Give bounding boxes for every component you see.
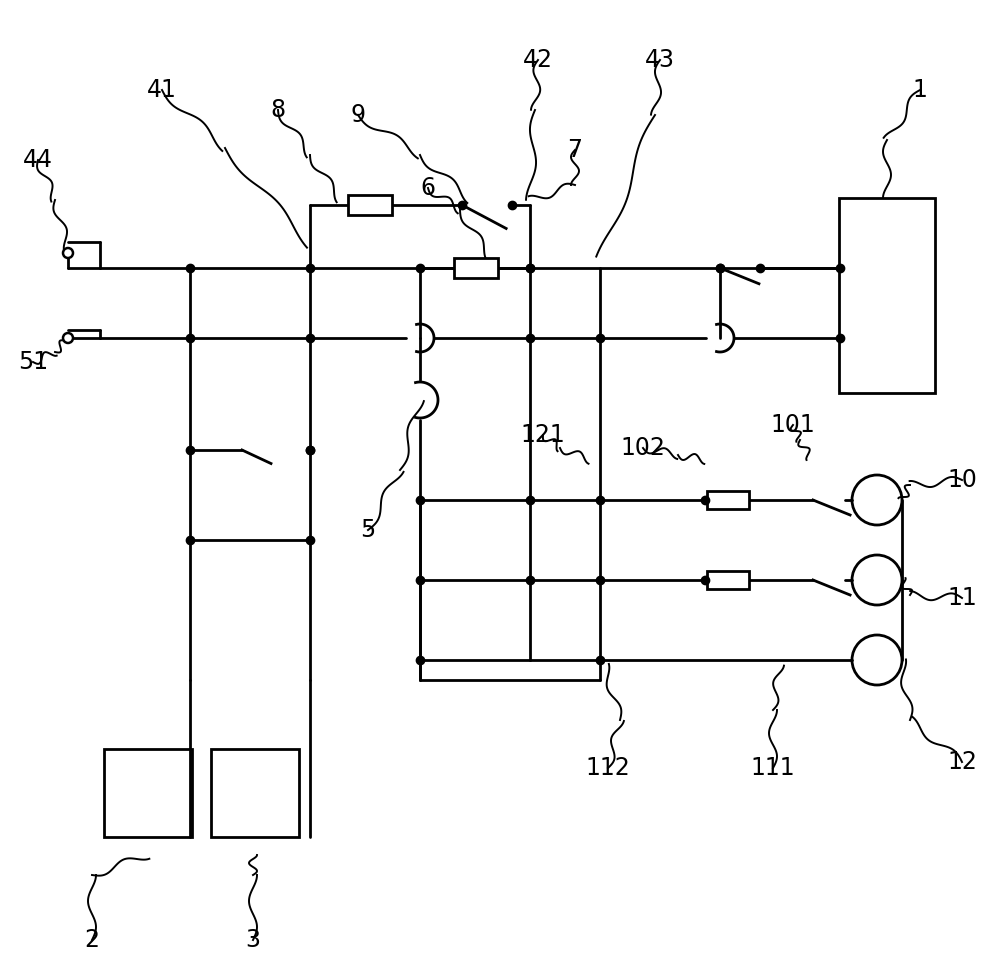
Text: 112: 112 bbox=[586, 756, 630, 780]
Text: 102: 102 bbox=[621, 436, 665, 460]
Text: 42: 42 bbox=[523, 48, 553, 72]
Text: 11: 11 bbox=[947, 586, 977, 610]
Bar bbox=[707, 571, 749, 589]
Bar bbox=[839, 197, 935, 392]
Text: 6: 6 bbox=[420, 176, 436, 200]
Text: 111: 111 bbox=[751, 756, 795, 780]
Text: 8: 8 bbox=[270, 98, 286, 122]
Circle shape bbox=[63, 333, 73, 343]
Bar bbox=[707, 491, 749, 509]
Text: 1: 1 bbox=[913, 78, 927, 102]
Bar bbox=[454, 258, 498, 278]
Text: 43: 43 bbox=[645, 48, 675, 72]
Text: 51: 51 bbox=[18, 350, 48, 374]
Bar bbox=[211, 749, 299, 837]
Text: 101: 101 bbox=[771, 413, 815, 437]
Text: 41: 41 bbox=[147, 78, 177, 102]
Text: 121: 121 bbox=[521, 423, 565, 447]
Text: 3: 3 bbox=[246, 928, 260, 952]
Text: 7: 7 bbox=[568, 138, 582, 162]
Text: 12: 12 bbox=[947, 750, 977, 774]
Text: 10: 10 bbox=[947, 468, 977, 492]
Bar bbox=[104, 749, 192, 837]
Text: 9: 9 bbox=[351, 103, 366, 127]
Text: 44: 44 bbox=[23, 148, 53, 172]
Bar bbox=[348, 195, 392, 215]
Text: 2: 2 bbox=[84, 928, 100, 952]
Text: 5: 5 bbox=[360, 518, 376, 542]
Circle shape bbox=[63, 248, 73, 258]
